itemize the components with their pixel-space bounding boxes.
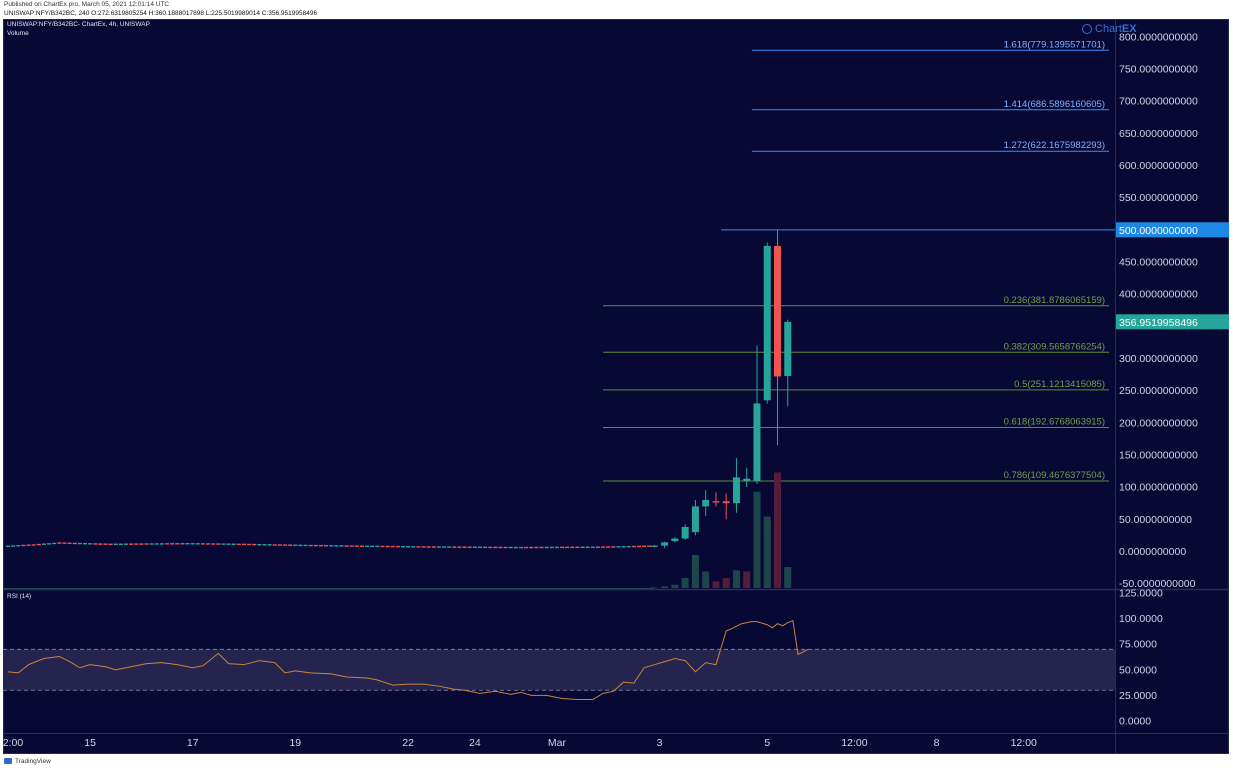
- rsi-tick-label: 100.0000: [1119, 613, 1163, 625]
- price-tick-label: 50.0000000000: [1119, 514, 1192, 526]
- candle-body: [753, 403, 761, 481]
- volume-bar: [732, 570, 740, 588]
- chart-canvas[interactable]: 1.618(779.1395571701) 1.414(686.589616060…: [3, 19, 1229, 754]
- rsi-tick-label: 50.0000: [1119, 664, 1157, 676]
- rsi-tick-label: 25.0000: [1119, 690, 1157, 702]
- price-badge-last: [1116, 314, 1229, 330]
- fib-label-0.236: 0.236(381.8786065159): [1004, 295, 1105, 306]
- volume-bar: [661, 586, 669, 588]
- price-tick-label: 550.0000000000: [1119, 192, 1198, 204]
- candle-body: [763, 245, 771, 401]
- rsi-line: [7, 619, 809, 700]
- rsi-tick-label: 0.0000: [1119, 716, 1151, 728]
- price-tick-label: 250.0000000000: [1119, 385, 1198, 397]
- candle-body: [691, 506, 699, 533]
- chartex-logo-icon: [1082, 24, 1092, 34]
- candle-body: [774, 245, 781, 377]
- price-tick-label: 400.0000000000: [1119, 289, 1198, 301]
- candle-body: [681, 526, 689, 539]
- candle-body: [743, 478, 751, 481]
- price-tick-label: 150.0000000000: [1119, 449, 1198, 461]
- volume-bar: [702, 571, 710, 588]
- fib-label-1.272: 1.272(622.1675982293): [1004, 140, 1105, 151]
- published-caption: Published on ChartEx pro, March 05, 2021…: [4, 1, 170, 8]
- volume-bar: [671, 584, 679, 588]
- footer: TradingView: [4, 755, 51, 767]
- price-tick-label: 100.0000000000: [1119, 482, 1198, 494]
- time-tick-label: 5: [764, 737, 770, 749]
- time-tick-label: Mar: [548, 737, 567, 749]
- fib-label-0.5: 0.5(251.1213415085): [1014, 379, 1105, 390]
- time-tick-label: 17: [187, 737, 199, 749]
- chartex-logo: ChartEX: [1082, 22, 1137, 36]
- symbol-legend: UNISWAP:NFY/B342BC- ChartEx, 4h, UNISWAP: [7, 21, 150, 28]
- fib-label-0.618: 0.618(192.6768063915): [1004, 416, 1105, 427]
- price-tick-label: 450.0000000000: [1119, 256, 1198, 268]
- candle-body: [732, 477, 740, 504]
- price-tick-label: 750.0000000000: [1119, 64, 1198, 76]
- volume-bar: [784, 567, 792, 588]
- candle-body: [650, 545, 658, 547]
- tradingview-label: TradingView: [15, 757, 51, 765]
- volume-bar: [753, 491, 761, 588]
- time-tick-label: 2:00: [3, 737, 23, 749]
- price-badge-level: [1116, 222, 1229, 238]
- candle-body: [671, 538, 679, 542]
- rsi-tick-label: 125.0000: [1119, 588, 1163, 600]
- price-tick-label: 200.0000000000: [1119, 417, 1198, 429]
- time-tick-label: 24: [469, 737, 481, 749]
- tradingview-icon: [4, 758, 12, 764]
- time-tick-label: 15: [84, 737, 96, 749]
- chartex-logo-text: ChartEX: [1095, 23, 1137, 35]
- time-tick-label: 19: [289, 737, 301, 749]
- price-tick-label: 650.0000000000: [1119, 128, 1198, 140]
- candle-body: [702, 499, 710, 507]
- candle-body: [722, 501, 730, 504]
- time-tick-label: 3: [657, 737, 663, 749]
- rsi-legend: RSI (14): [7, 593, 32, 600]
- ohlc-readout: UNISWAP:NFY/B342BC, 240 O:272.6319805254…: [4, 10, 318, 17]
- volume-bar: [681, 578, 689, 588]
- price-badge-label-last: 356.9519958496: [1119, 317, 1198, 329]
- volume-bar: [650, 587, 658, 588]
- candle-body: [661, 542, 669, 546]
- chart-frame: [3, 19, 1229, 754]
- time-tick-label: 8: [934, 737, 940, 749]
- time-tick-label: 22: [402, 737, 414, 749]
- volume-bar: [712, 581, 720, 588]
- price-tick-label: 0.0000000000: [1119, 546, 1186, 558]
- volume-bar: [763, 516, 771, 588]
- volume-legend: Volume: [7, 30, 29, 37]
- price-tick-label: 700.0000000000: [1119, 96, 1198, 108]
- fib-label-0.382: 0.382(309.5658766254): [1004, 341, 1105, 352]
- price-tick-label: 300.0000000000: [1119, 353, 1198, 365]
- rsi-tick-label: 75.0000: [1119, 639, 1157, 651]
- price-tick-label: 800.0000000000: [1119, 31, 1198, 43]
- volume-bar: [743, 571, 751, 588]
- rsi-band: [3, 649, 1115, 691]
- time-tick-label: 12:00: [841, 737, 867, 749]
- candle-body: [784, 321, 792, 377]
- fib-label-1.414: 1.414(686.5896160605): [1004, 99, 1105, 110]
- fib-label-0.786: 0.786(109.4676377504): [1004, 470, 1105, 481]
- volume-bar: [722, 578, 730, 588]
- volume-bar: [774, 472, 781, 588]
- price-badge-label-level: 500.0000000000: [1119, 225, 1198, 237]
- price-tick-label: 600.0000000000: [1119, 160, 1198, 172]
- candle-body: [712, 501, 720, 503]
- price-tick-label: -50.0000000000: [1119, 578, 1196, 590]
- volume-bar: [691, 555, 699, 588]
- time-tick-label: 12:00: [1011, 737, 1037, 749]
- fib-label-1.618: 1.618(779.1395571701): [1004, 39, 1105, 50]
